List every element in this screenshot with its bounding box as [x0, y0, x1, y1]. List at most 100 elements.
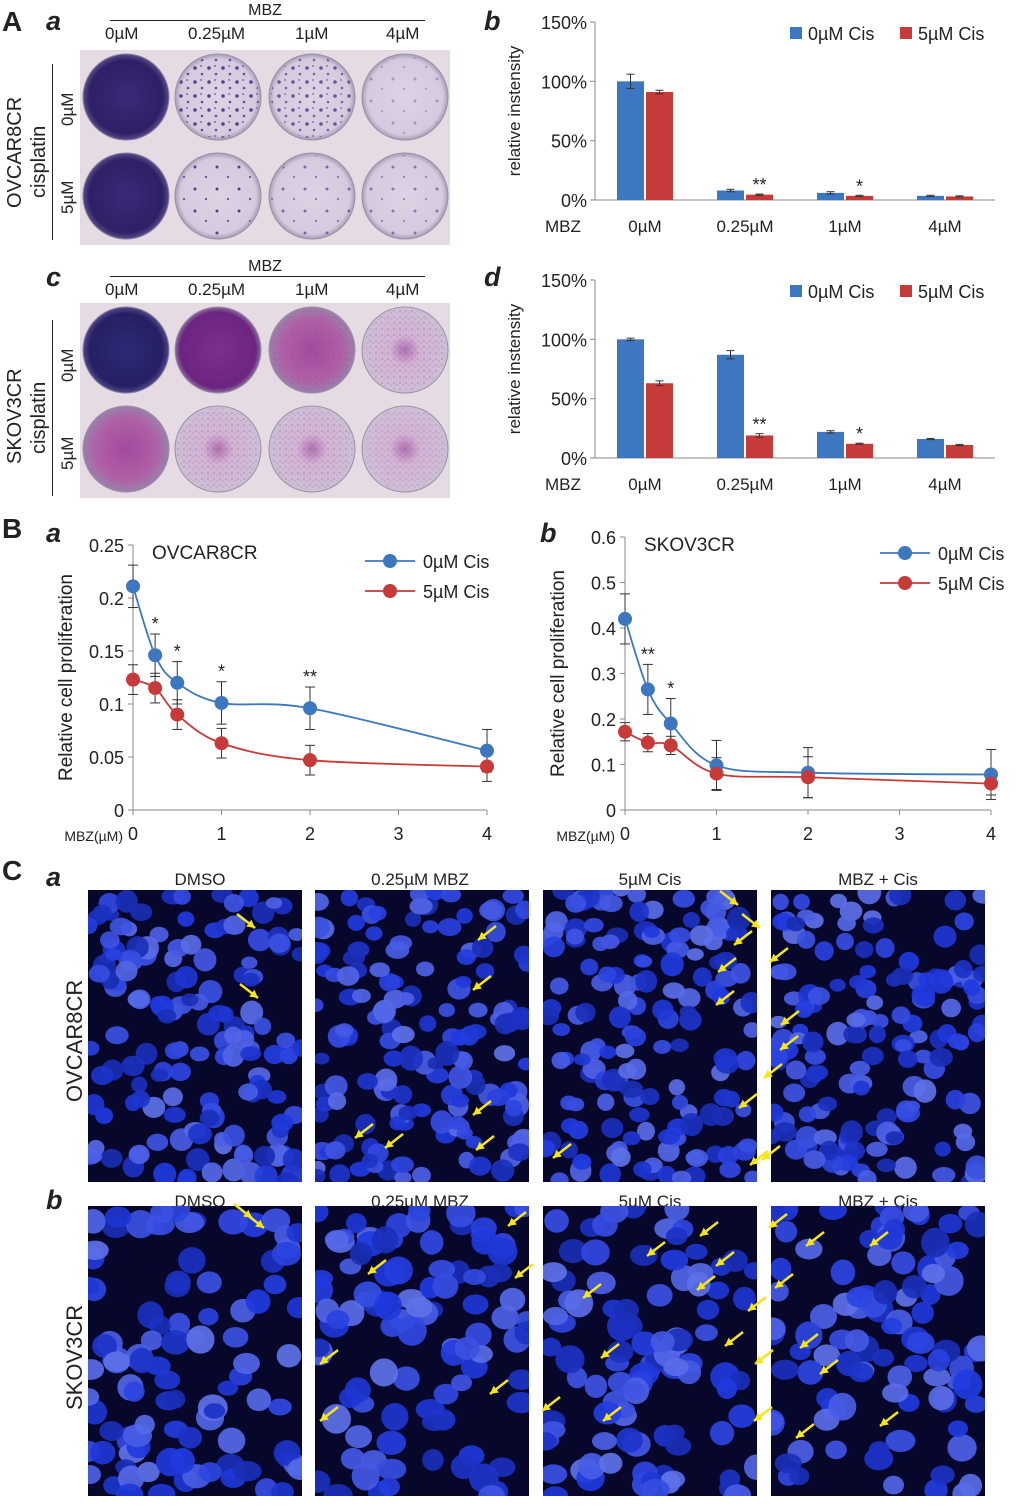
nucleus [154, 1370, 181, 1390]
nucleus [861, 1046, 884, 1066]
micrograph-panel [715, 890, 985, 1182]
nucleus [165, 1389, 186, 1409]
nucleus [88, 1388, 100, 1406]
nucleus [217, 1427, 246, 1454]
x-tick-label: 4µM [928, 217, 961, 236]
arrow-head [796, 1429, 805, 1438]
nucleus [891, 1251, 916, 1275]
nucleus [945, 1089, 966, 1110]
nucleus [373, 999, 396, 1023]
nucleus [315, 1470, 331, 1493]
nucleus [695, 1324, 718, 1342]
arrow-head [515, 1269, 524, 1278]
nucleus [263, 1044, 286, 1065]
nucleus [941, 998, 962, 1018]
nucleus [463, 1268, 486, 1286]
data-point [480, 759, 494, 774]
nucleus [368, 905, 387, 921]
nucleus [186, 1325, 215, 1354]
plate-dish [82, 405, 170, 493]
nucleus [351, 988, 371, 1004]
nucleus [223, 915, 246, 935]
nucleus [578, 1452, 606, 1480]
nucleus [953, 959, 973, 979]
plate-col-label: 0.25µM [188, 280, 246, 299]
nucleus [451, 1093, 470, 1108]
nucleus [160, 1330, 191, 1355]
micrograph-panel [88, 890, 302, 1182]
x-tick-label: 0.25µM [716, 217, 773, 236]
nucleus [598, 966, 617, 983]
nucleus [624, 1027, 647, 1047]
y-tick-label: 50% [551, 132, 587, 152]
nucleus [276, 1171, 298, 1182]
nucleus [901, 1275, 927, 1299]
nucleus [551, 1051, 571, 1070]
nucleus [217, 1380, 239, 1396]
nucleus [321, 1404, 352, 1434]
x-tick-label: 3 [894, 824, 904, 844]
nucleus [795, 1321, 823, 1350]
nucleus [335, 1023, 354, 1038]
nucleus [744, 1170, 757, 1182]
nucleus [404, 911, 422, 927]
micrograph-title: DMSO [174, 870, 226, 889]
nucleus [398, 1105, 418, 1121]
nucleus [232, 1461, 262, 1482]
nucleus [247, 928, 272, 952]
nucleus [593, 1401, 622, 1425]
nucleus [240, 1046, 262, 1062]
nucleus [552, 1023, 571, 1036]
nucleus [857, 1169, 877, 1182]
arrow-head [806, 1237, 815, 1246]
data-point [148, 648, 163, 663]
nucleus [315, 1169, 326, 1182]
nucleus [201, 1162, 223, 1182]
nucleus [583, 917, 604, 933]
plate-header-bottom: MBZ 0µM 0.25µM 1µM 4µM [80, 256, 450, 304]
nucleus [105, 948, 122, 961]
nucleus [88, 1149, 103, 1164]
plate-header-top: MBZ 0µM 0.25µM 1µM 4µM [80, 0, 450, 48]
nucleus [131, 1076, 148, 1093]
nucleus [902, 1206, 929, 1223]
nucleus [411, 1166, 431, 1182]
data-point [148, 681, 163, 696]
y-axis-label: Relative cell proliferation [548, 570, 569, 777]
significance-marker: * [152, 614, 159, 634]
nucleus [819, 1206, 847, 1220]
arrow-head [775, 1279, 784, 1288]
plate-dish [174, 306, 262, 394]
nucleus [88, 1040, 100, 1056]
panel-label-Bb: b [540, 518, 557, 548]
arrow-head [729, 896, 738, 905]
nucleus [544, 1209, 569, 1233]
nucleus [913, 1079, 937, 1103]
nucleus [487, 1237, 518, 1266]
nucleus [829, 978, 846, 992]
nucleus [947, 1033, 966, 1049]
nucleus [830, 893, 848, 909]
nucleus [88, 917, 98, 935]
arrow-head [880, 1417, 889, 1426]
nucleus [376, 1458, 407, 1480]
nucleus [254, 1164, 278, 1182]
nucleus [468, 1002, 488, 1018]
nucleus [170, 1447, 195, 1474]
nucleus [233, 1145, 254, 1165]
plate-side-title-line1: SKOV3CR [4, 368, 26, 464]
nucleus [597, 1093, 615, 1111]
plate-col-label: 4µM [386, 24, 420, 43]
nucleus [663, 1357, 689, 1377]
arrow-head [700, 1227, 709, 1236]
nucleus [433, 1383, 459, 1405]
nucleus [972, 890, 985, 904]
legend-label: 5µM Cis [918, 24, 984, 44]
nucleus [543, 1262, 567, 1283]
nucleus [807, 987, 830, 1005]
nucleus [99, 1421, 124, 1441]
nucleus [711, 1106, 735, 1126]
y-tick-label: 0.1 [99, 695, 124, 715]
nucleus [150, 1068, 169, 1082]
nucleus [353, 1281, 382, 1308]
